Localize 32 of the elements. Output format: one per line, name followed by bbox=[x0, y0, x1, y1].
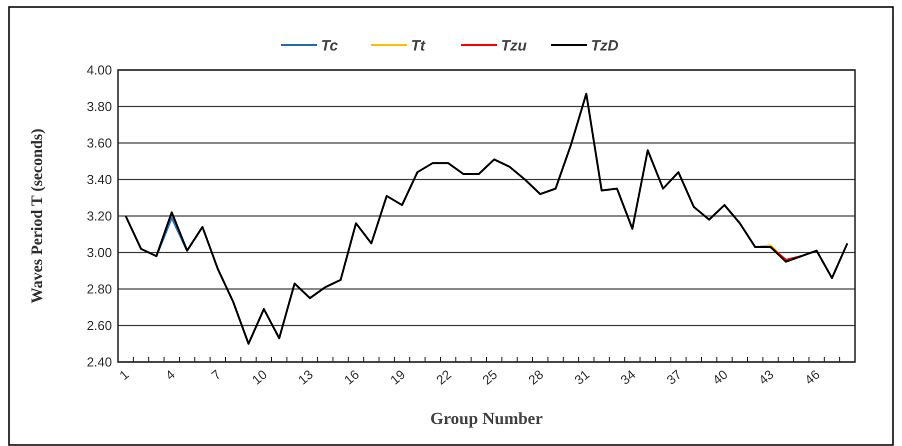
x-tick-label: 13 bbox=[295, 366, 316, 388]
y-tick-label: 4.00 bbox=[86, 62, 112, 78]
legend-label: TzD bbox=[591, 37, 619, 54]
x-tick-label: 22 bbox=[433, 366, 454, 388]
x-tick-label: 40 bbox=[710, 366, 730, 388]
x-tick-label: 25 bbox=[479, 366, 500, 388]
y-tick-label: 3.20 bbox=[86, 208, 112, 224]
x-tick-label: 43 bbox=[756, 366, 776, 388]
x-tick-label: 19 bbox=[387, 366, 408, 388]
x-tick-label: 37 bbox=[664, 366, 684, 388]
x-tick-label: 28 bbox=[525, 366, 546, 388]
y-tick-label: 2.80 bbox=[86, 282, 112, 297]
legend-label: Tt bbox=[411, 37, 426, 54]
y-axis-title: Waves Period T (seconds) bbox=[29, 128, 46, 304]
line-series bbox=[124, 92, 848, 345]
y-tick-label: 3.80 bbox=[86, 99, 112, 114]
x-tick-label: 4 bbox=[162, 366, 178, 383]
x-tick-label: 31 bbox=[572, 366, 592, 388]
x-tick-label: 10 bbox=[249, 366, 270, 388]
y-tick-label: 3.00 bbox=[86, 245, 112, 260]
y-tick-label: 2.60 bbox=[86, 318, 112, 334]
y-tick-label: 3.40 bbox=[86, 172, 112, 188]
y-tick-label: 2.40 bbox=[86, 354, 112, 370]
x-tick-label: 1 bbox=[116, 366, 132, 383]
x-tick-label: 46 bbox=[802, 366, 823, 388]
x-tick-label: 34 bbox=[618, 366, 638, 388]
x-tick-label: 7 bbox=[208, 366, 224, 383]
x-axis-title: Group Number bbox=[430, 409, 544, 428]
y-tick-label: 3.60 bbox=[86, 136, 112, 151]
legend-label: Tzu bbox=[501, 37, 527, 54]
x-tick-label: 16 bbox=[341, 366, 362, 388]
legend-label: Tc bbox=[321, 37, 339, 54]
